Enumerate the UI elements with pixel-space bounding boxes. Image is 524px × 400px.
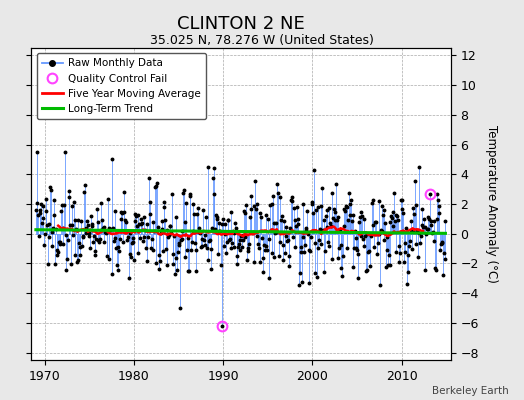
Text: Berkeley Earth: Berkeley Earth (432, 386, 508, 396)
Text: 35.025 N, 78.276 W (United States): 35.025 N, 78.276 W (United States) (150, 34, 374, 47)
Y-axis label: Temperature Anomaly (°C): Temperature Anomaly (°C) (485, 125, 498, 283)
Legend: Raw Monthly Data, Quality Control Fail, Five Year Moving Average, Long-Term Tren: Raw Monthly Data, Quality Control Fail, … (37, 53, 206, 119)
Title: CLINTON 2 NE: CLINTON 2 NE (177, 14, 305, 32)
